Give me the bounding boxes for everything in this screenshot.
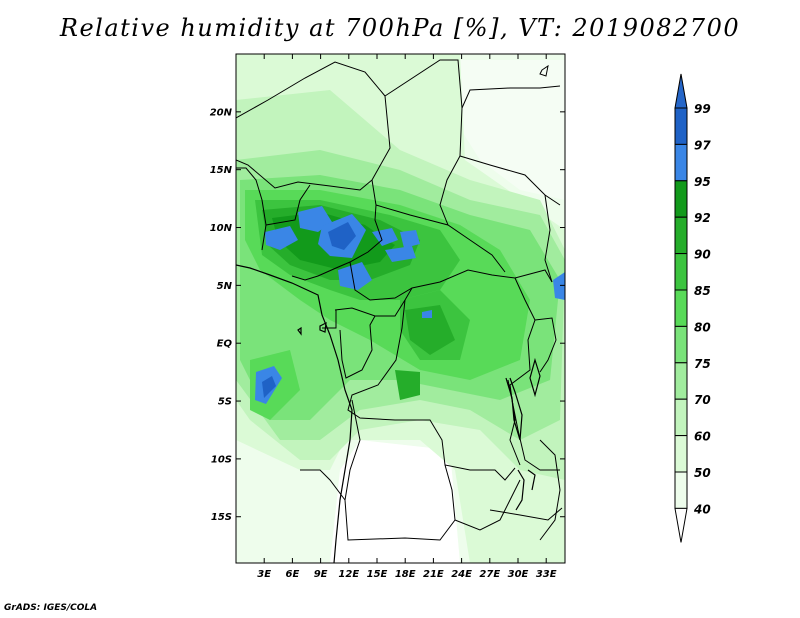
humidity-field — [236, 54, 565, 563]
colorbar-label: 40 — [693, 502, 711, 516]
colorbar-segment — [674, 216, 688, 255]
lon-label: 24E — [451, 569, 472, 580]
colorbar-segment — [674, 398, 688, 437]
colorbar-label: 70 — [694, 393, 711, 407]
colorbar-top-arrow — [674, 73, 688, 109]
colorbar-label: 85 — [694, 284, 711, 298]
lon-label: 9E — [314, 569, 328, 580]
lat-label: 15S — [211, 512, 232, 523]
lon-label: 18E — [395, 569, 416, 580]
axis-ticks — [236, 54, 565, 563]
colorbar-segment — [674, 289, 688, 327]
colorbar-label: 50 — [694, 466, 711, 480]
lat-label: 5N — [217, 281, 233, 292]
lon-label: 30E — [508, 569, 529, 580]
colorbar-segment — [674, 107, 688, 145]
colorbar-segment — [674, 435, 688, 473]
colorbar-segment — [674, 471, 688, 509]
colorbar-bottom-arrow — [674, 507, 688, 543]
lat-label: 15N — [210, 165, 233, 176]
colorbar-label: 80 — [694, 320, 711, 334]
colorbar-label: 75 — [694, 357, 711, 371]
colorbar-label: 90 — [694, 248, 711, 262]
lon-label: 21E — [423, 569, 444, 580]
map-frame — [235, 53, 566, 564]
colorbar-segment — [674, 253, 688, 291]
colorbar-label: 95 — [694, 175, 711, 189]
lon-label: 33E — [536, 569, 557, 580]
colorbar-label: 99 — [694, 102, 711, 116]
colorbar-segment — [674, 325, 688, 364]
lon-label: 27E — [479, 569, 500, 580]
longitude-labels: 3E 6E 9E 12E 15E 18E 21E 24E 27E 30E 33E — [257, 569, 556, 580]
lon-label: 12E — [338, 569, 359, 580]
colorbar-segment — [674, 362, 688, 400]
grads-credit: GrADS: IGES/COLA — [4, 603, 98, 613]
lon-label: 3E — [257, 569, 271, 580]
lon-label: 15E — [367, 569, 388, 580]
lat-label: EQ — [217, 339, 233, 350]
colorbar-segment — [674, 180, 688, 218]
latitude-labels: 20N 15N 10N 5N EQ 5S 10S 15S — [210, 107, 233, 523]
colorbar — [674, 73, 688, 543]
colorbar-label: 60 — [694, 430, 711, 444]
lon-label: 6E — [286, 569, 300, 580]
colorbar-labels: 99 97 95 92 90 85 80 75 70 60 50 40 — [693, 102, 711, 516]
colorbar-segment — [674, 143, 688, 182]
coastline — [236, 264, 541, 563]
map-title: Relative humidity at 700hPa [%], VT: 201… — [59, 14, 741, 42]
lat-label: 5S — [218, 397, 232, 408]
lat-label: 10S — [211, 454, 232, 465]
colorbar-label: 92 — [694, 211, 711, 225]
country-borders — [236, 59, 563, 541]
colorbar-label: 97 — [694, 138, 711, 152]
lat-label: 10N — [210, 223, 233, 234]
lat-label: 20N — [210, 107, 233, 118]
